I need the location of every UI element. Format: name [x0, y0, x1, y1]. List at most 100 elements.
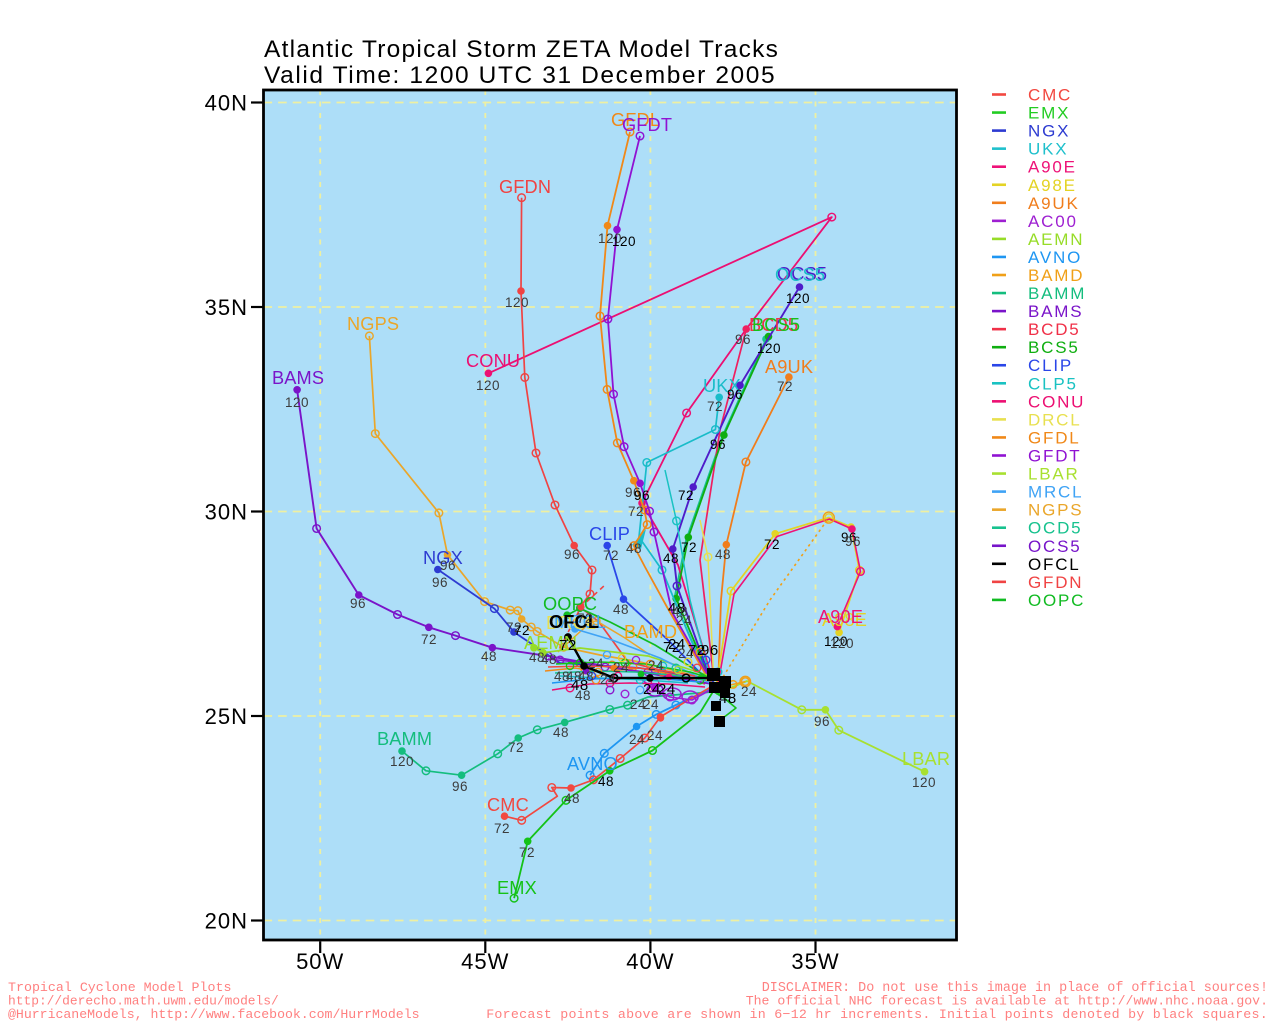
svg-text:GFDL: GFDL: [1028, 428, 1081, 447]
svg-text:AEMN: AEMN: [524, 633, 577, 653]
svg-text:120: 120: [824, 634, 848, 649]
svg-text:BAMS: BAMS: [1028, 302, 1083, 321]
svg-text:24: 24: [630, 697, 646, 712]
svg-text:A9UK: A9UK: [765, 357, 813, 377]
svg-text:96: 96: [564, 547, 580, 562]
svg-text:48: 48: [598, 774, 614, 789]
svg-text:30N: 30N: [205, 500, 248, 525]
svg-text:72: 72: [663, 639, 681, 656]
svg-text:35N: 35N: [205, 295, 248, 320]
svg-text:GFDT: GFDT: [1028, 447, 1081, 466]
svg-text:96: 96: [432, 575, 448, 590]
svg-text:35W: 35W: [791, 949, 839, 974]
svg-text:48: 48: [529, 650, 545, 665]
svg-text:MRCL: MRCL: [554, 612, 606, 632]
svg-text:EMX: EMX: [497, 878, 537, 898]
svg-text:72: 72: [506, 620, 522, 635]
svg-text:AEMN: AEMN: [1028, 230, 1084, 249]
svg-text:120: 120: [612, 234, 636, 249]
svg-text:A98E: A98E: [822, 610, 867, 630]
svg-text:CLIP: CLIP: [589, 524, 630, 544]
svg-text:24: 24: [741, 684, 757, 699]
svg-text:96: 96: [814, 714, 830, 729]
svg-text:OOPC: OOPC: [543, 594, 597, 614]
svg-text:24: 24: [678, 646, 694, 661]
svg-text:LBAR: LBAR: [902, 749, 950, 769]
svg-text:BCD5: BCD5: [749, 315, 798, 335]
svg-text:48: 48: [663, 551, 679, 566]
svg-text:48: 48: [626, 541, 642, 556]
svg-text:96: 96: [845, 534, 861, 549]
svg-text:24: 24: [647, 728, 663, 743]
svg-text:http://derecho.math.uwm.edu/mo: http://derecho.math.uwm.edu/models/: [8, 994, 279, 1009]
svg-text:120: 120: [912, 775, 936, 790]
svg-text:BAMS: BAMS: [272, 368, 324, 388]
svg-text:72: 72: [764, 537, 780, 552]
svg-text:24: 24: [600, 672, 616, 687]
svg-text:Forecast points above are show: Forecast points above are shown in 6−12 …: [486, 1007, 1268, 1022]
svg-text:DRCL: DRCL: [1028, 410, 1082, 429]
svg-text:96: 96: [727, 387, 743, 402]
svg-text:A98E: A98E: [1028, 176, 1077, 195]
svg-text:AVNO: AVNO: [1028, 248, 1082, 267]
svg-text:OCS5: OCS5: [775, 265, 825, 285]
svg-text:120: 120: [598, 231, 622, 246]
svg-text:DISCLAIMER: Do not use this im: DISCLAIMER: Do not use this image in pla…: [762, 981, 1268, 996]
svg-text:96: 96: [710, 437, 726, 452]
svg-text:AC00: AC00: [1028, 212, 1078, 231]
svg-text:48: 48: [715, 547, 731, 562]
svg-text:BAMM: BAMM: [1028, 284, 1086, 303]
svg-text:45W: 45W: [461, 949, 509, 974]
svg-text:48: 48: [613, 602, 629, 617]
svg-text:72: 72: [421, 632, 437, 647]
svg-text:NGPS: NGPS: [1028, 501, 1083, 520]
svg-text:Valid Time: 1200 UTC 31 Decemb: Valid Time: 1200 UTC 31 December 2005: [264, 62, 776, 89]
svg-text:96: 96: [841, 530, 857, 545]
svg-text:NGX: NGX: [423, 548, 463, 568]
svg-text:48: 48: [553, 725, 569, 740]
svg-text:24: 24: [629, 732, 645, 747]
svg-text:MRCL: MRCL: [1028, 483, 1083, 502]
svg-text:48: 48: [578, 669, 594, 684]
svg-text:96: 96: [625, 485, 641, 500]
svg-text:48: 48: [719, 690, 737, 707]
svg-text:24: 24: [643, 697, 659, 712]
svg-text:24: 24: [658, 681, 676, 698]
svg-text:48: 48: [575, 688, 591, 703]
svg-text:BAMD: BAMD: [624, 622, 677, 642]
svg-text:72: 72: [688, 642, 706, 659]
svg-text:24: 24: [676, 613, 692, 628]
svg-text:72: 72: [603, 548, 619, 563]
svg-text:120: 120: [786, 291, 810, 306]
svg-text:OCD5: OCD5: [1028, 519, 1082, 538]
svg-text:OFCL: OFCL: [1028, 555, 1081, 574]
svg-text:72: 72: [494, 821, 510, 836]
svg-text:CLP5: CLP5: [1028, 374, 1078, 393]
svg-text:A90E: A90E: [1028, 158, 1077, 177]
svg-text:72: 72: [559, 637, 577, 654]
svg-text:LBAR: LBAR: [1028, 465, 1080, 484]
svg-text:48: 48: [541, 652, 557, 667]
svg-text:Tropical Cyclone Model Plots: Tropical Cyclone Model Plots: [8, 980, 231, 995]
svg-text:EMX: EMX: [1028, 104, 1070, 123]
svg-text:A90E: A90E: [818, 607, 863, 627]
svg-text:CMC: CMC: [487, 795, 529, 815]
svg-text:AVNO: AVNO: [567, 754, 618, 774]
svg-text:DRCL: DRCL: [546, 613, 596, 633]
svg-text:24: 24: [588, 656, 604, 671]
svg-text:96: 96: [634, 488, 650, 503]
svg-text:48: 48: [571, 677, 589, 694]
svg-text:120: 120: [390, 754, 414, 769]
svg-text:GFDN: GFDN: [1028, 573, 1083, 592]
svg-text:48: 48: [481, 649, 497, 664]
svg-text:72: 72: [681, 540, 697, 555]
svg-text:72: 72: [777, 379, 793, 394]
svg-text:NGPS: NGPS: [347, 314, 399, 334]
svg-text:GFDT: GFDT: [622, 115, 672, 135]
svg-text:CLIP: CLIP: [1028, 356, 1073, 375]
svg-text:GFDL: GFDL: [611, 110, 660, 130]
svg-text:96: 96: [440, 558, 456, 573]
svg-text:72: 72: [508, 740, 524, 755]
svg-text:CONU: CONU: [1028, 392, 1085, 411]
svg-text:OCS5: OCS5: [777, 264, 827, 284]
